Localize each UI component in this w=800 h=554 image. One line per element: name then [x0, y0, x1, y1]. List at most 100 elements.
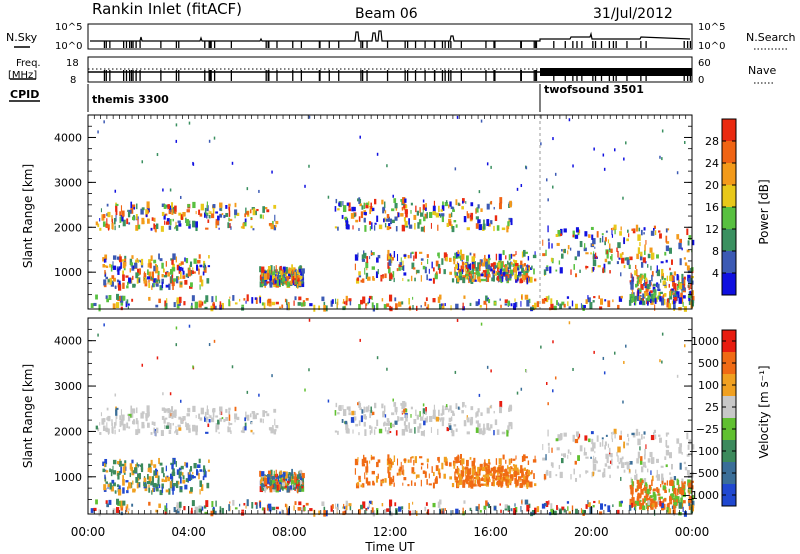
power-echo [383, 304, 387, 309]
velocity-echo [152, 488, 154, 493]
power-echo [422, 209, 424, 213]
power-echo [465, 276, 468, 279]
power-echo [223, 214, 226, 219]
power-echo [648, 280, 652, 287]
velocity-echo [361, 463, 366, 467]
velocity-echo [556, 447, 560, 451]
velocity-echo [419, 456, 423, 459]
velocity-echo [275, 425, 279, 429]
power-echo [590, 226, 594, 230]
velocity-echo [551, 462, 554, 468]
velocity-echo [441, 417, 445, 421]
velocity-echo [175, 482, 179, 489]
power-echo [612, 227, 615, 231]
power-echo [664, 251, 667, 256]
power-echo [691, 276, 694, 279]
power-echo [643, 290, 648, 294]
power-echo [114, 285, 117, 289]
colorbar-segment [722, 141, 736, 163]
velocity-echo [365, 406, 369, 409]
velocity-echo [688, 482, 691, 489]
power-echo [137, 268, 141, 275]
velocity-echo [545, 471, 549, 476]
power-echo [475, 301, 479, 307]
power-echo [420, 258, 424, 261]
power-echo [691, 295, 695, 301]
power-echo [687, 268, 692, 274]
power-echo [371, 266, 375, 270]
power-echo [291, 273, 294, 278]
power-echo [617, 304, 620, 310]
power-echo [515, 251, 517, 256]
power-echo [177, 220, 181, 224]
velocity-echo [626, 442, 629, 446]
velocity-echo [521, 500, 523, 504]
power-echo-sparse [376, 152, 379, 156]
velocity-echo [147, 473, 149, 480]
velocity-echo [442, 508, 444, 514]
power-echo [284, 298, 287, 303]
power-echo [682, 301, 684, 307]
velocity-echo [294, 476, 297, 483]
velocity-echo [196, 469, 199, 476]
power-echo [124, 255, 127, 259]
velocity-echo [563, 508, 566, 513]
power-echo [643, 273, 647, 280]
velocity-echo [599, 511, 603, 515]
power-echo [172, 285, 174, 290]
power-echo [621, 257, 625, 264]
velocity-echo [402, 465, 404, 471]
velocity-echo [193, 462, 197, 469]
power-echo [461, 259, 463, 262]
power-echo [479, 304, 482, 308]
power-echo [498, 202, 502, 210]
velocity-echo [479, 463, 483, 471]
power-echo [279, 306, 281, 309]
power-echo [105, 265, 109, 268]
power-echo [148, 279, 150, 283]
velocity-echo [619, 435, 622, 440]
power-echo [179, 272, 182, 279]
power-echo [363, 202, 366, 209]
velocity-echo [251, 410, 255, 414]
power-echo [649, 247, 653, 253]
velocity-echo [131, 459, 134, 464]
velocity-echo [492, 479, 495, 487]
power-echo [529, 276, 533, 283]
velocity-echo [363, 414, 367, 418]
power-echo [193, 258, 197, 264]
velocity-echo [174, 431, 176, 434]
velocity-echo [246, 415, 249, 419]
power-echo [259, 266, 262, 273]
power-echo [488, 223, 491, 227]
velocity-echo [499, 478, 501, 486]
velocity-echo [199, 469, 203, 472]
power-echo [630, 282, 634, 290]
power-echo [424, 213, 427, 219]
power-echo [633, 302, 635, 306]
power-echo [276, 270, 279, 275]
power-echo [107, 279, 110, 283]
power-echo [635, 269, 638, 277]
velocity-echo [178, 472, 182, 479]
velocity-echo [228, 421, 230, 426]
velocity-echo [397, 416, 400, 422]
power-echo [95, 294, 98, 300]
colorbar-tick-label: 8 [712, 245, 719, 258]
power-echo [486, 269, 490, 274]
power-echo [228, 210, 231, 217]
velocity-echo [630, 487, 634, 495]
velocity-echo [651, 457, 655, 464]
power-echo [611, 230, 613, 236]
power-echo [398, 264, 402, 267]
velocity-echo [208, 419, 211, 423]
power-echo-sparse [554, 172, 557, 176]
velocity-echo [631, 498, 635, 506]
power-echo [301, 268, 305, 274]
velocity-echo [666, 507, 669, 513]
velocity-echo [296, 480, 299, 485]
power-echo [161, 262, 164, 269]
power-echo [392, 271, 395, 278]
power-echo [688, 235, 692, 241]
power-echo [145, 212, 148, 217]
